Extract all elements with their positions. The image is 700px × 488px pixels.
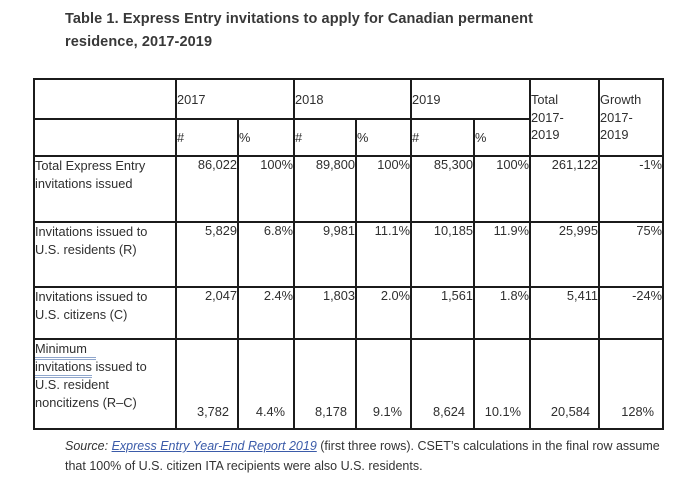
cell-growth: -24% (598, 286, 664, 340)
cell-total: 25,995 (529, 221, 600, 288)
cell-2017-percent: 4.4% (237, 338, 295, 430)
table-row-us-citizens: Invitations issued to U.S. citizens (C) … (33, 286, 664, 340)
cell-2017-number: 86,022 (175, 155, 239, 223)
table-row-total-invitations: Total Express Entry invitations issued 8… (33, 155, 664, 223)
row-label-total-invitations: Total Express Entry invitations issued (33, 155, 177, 223)
year-header-2018: 2018 (293, 78, 412, 120)
cell-2019-percent: 11.9% (473, 221, 531, 288)
cell-growth: 75% (598, 221, 664, 288)
cell-2019-number: 10,185 (410, 221, 475, 288)
cell-2018-number: 89,800 (293, 155, 357, 223)
subheader-2019-number: # (410, 118, 475, 157)
cell-total: 261,122 (529, 155, 600, 223)
cell-2018-percent: 100% (355, 155, 412, 223)
row-label-us-citizens: Invitations issued to U.S. citizens (C) (33, 286, 177, 340)
cell-total: 5,411 (529, 286, 600, 340)
subheader-2018-number: # (293, 118, 357, 157)
cell-2019-percent: 1.8% (473, 286, 531, 340)
cell-2019-number: 85,300 (410, 155, 475, 223)
table-row-minimum-noncitizens: Minimum invitations issued to U.S. resid… (33, 338, 664, 430)
header-row-years: 2017 2018 2019 Total 2017- 2019 Growth 2… (33, 78, 664, 157)
express-entry-table: 2017 2018 2019 Total 2017- 2019 Growth 2… (33, 78, 664, 430)
cell-2018-number: 9,981 (293, 221, 357, 288)
subheader-2018-percent: % (355, 118, 412, 157)
cell-2017-percent: 2.4% (237, 286, 295, 340)
cell-2017-percent: 6.8% (237, 221, 295, 288)
cell-2019-number: 8,624 (410, 338, 475, 430)
year-header-2017: 2017 (175, 78, 295, 120)
row-label-minimum-noncitizens: Minimum invitations issued to U.S. resid… (33, 338, 177, 430)
row-label-rest: issued to U.S. resident noncitizens (R–C… (35, 358, 147, 410)
cell-2017-number: 5,829 (175, 221, 239, 288)
header-row-sub: # % # % # % (33, 118, 663, 157)
table-row-us-residents: Invitations issued to U.S. residents (R)… (33, 221, 664, 288)
cell-2019-number: 1,561 (410, 286, 475, 340)
cell-2018-percent: 9.1% (355, 338, 412, 430)
source-label: Source: (65, 439, 112, 453)
source-note-text: (first three rows). CSET’s calculations … (65, 439, 660, 474)
cell-2018-number: 1,803 (293, 286, 357, 340)
year-header-2019: 2019 (410, 78, 531, 120)
cell-growth-bold: 128% (598, 338, 664, 430)
row-label-us-residents: Invitations issued to U.S. residents (R) (33, 221, 177, 288)
cell-2017-number: 2,047 (175, 286, 239, 340)
cell-2017-number: 3,782 (175, 338, 239, 430)
subheader-2017-number: # (175, 118, 239, 157)
growth-header: Growth 2017- 2019 (598, 78, 664, 157)
cell-2018-number: 8,178 (293, 338, 357, 430)
source-link[interactable]: Express Entry Year-End Report 2019 (111, 439, 317, 453)
source-note: Source: Express Entry Year-End Report 20… (65, 436, 669, 477)
corner-cell-top (33, 78, 177, 120)
subheader-2019-percent: % (473, 118, 531, 157)
underlined-word-minimum: Minimum (36, 341, 96, 360)
cell-2018-percent: 2.0% (355, 286, 412, 340)
cell-2019-percent: 10.1% (473, 338, 531, 430)
cell-total-bold: 20,584 (529, 338, 600, 430)
cell-2017-percent: 100% (237, 155, 295, 223)
total-header: Total 2017- 2019 (529, 78, 600, 157)
corner-cell-bottom (33, 118, 177, 157)
cell-growth: -1% (598, 155, 664, 223)
cell-2018-percent: 11.1% (355, 221, 412, 288)
subheader-2017-percent: % (237, 118, 295, 157)
cell-2019-percent: 100% (473, 155, 531, 223)
table-title: Table 1. Express Entry invitations to ap… (65, 11, 534, 51)
underlined-word-invitations: invitations (36, 358, 92, 378)
